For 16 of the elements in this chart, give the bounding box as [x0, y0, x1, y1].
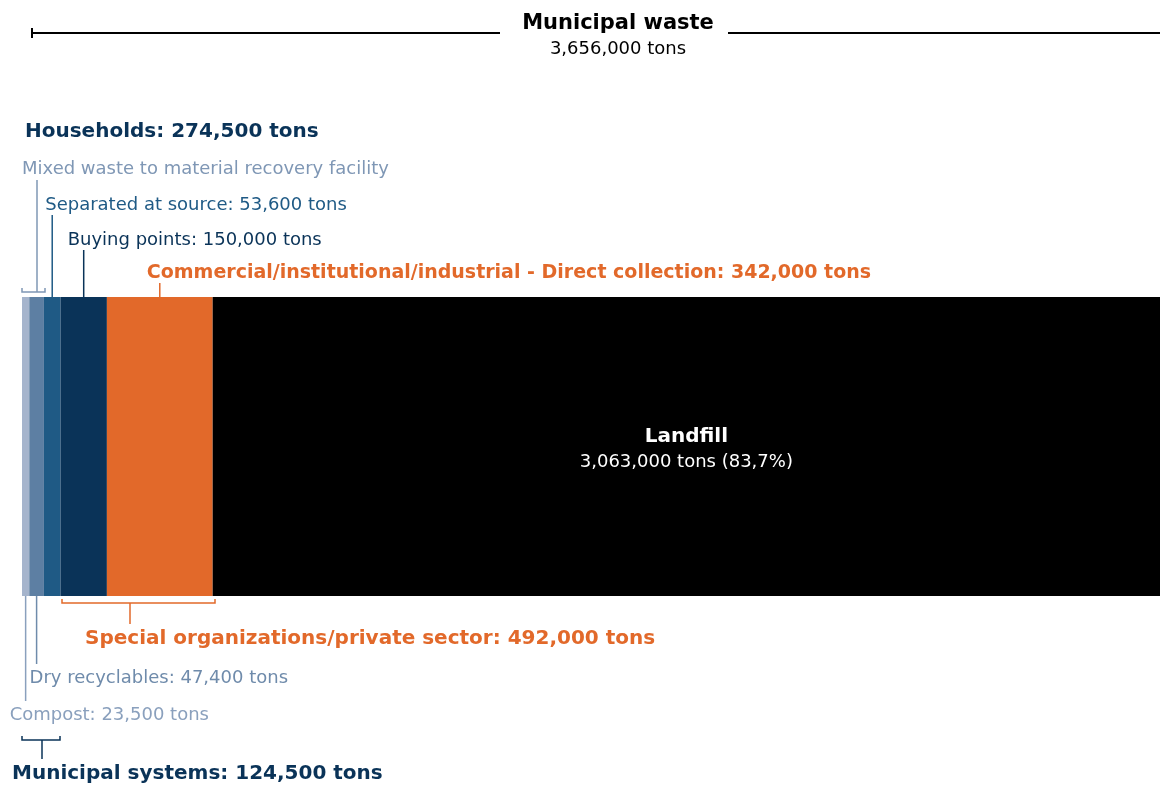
- text: Municipal systems: 124,500 tons: [12, 760, 383, 784]
- series-label: Landfill: [644, 422, 729, 447]
- data-label: Separated at source: 53,600 tons: [45, 192, 347, 214]
- data-label: Commercial/institutional/industrial - Direct collection: 342,000 tons: [146, 260, 872, 282]
- bar: [29, 297, 44, 596]
- chart-subtitle: 3,656,000 tons: [549, 36, 687, 58]
- data-label: 3,063,000 tons (83,7%): [579, 450, 793, 471]
- bar: [212, 297, 1160, 596]
- data-label: Compost: 23,500 tons: [9, 702, 209, 724]
- text: Special organizations/private sector: 492,000 tons: [85, 625, 656, 649]
- bar: [22, 297, 30, 596]
- text: Households: 274,500 tons: [25, 118, 319, 142]
- text: Mixed waste to material recovery facility: [22, 156, 390, 178]
- data-label: Dry recyclables: 47,400 tons: [29, 665, 289, 687]
- chart-title: Municipal waste: [522, 9, 714, 34]
- data-label: Buying points: 150,000 tons: [67, 227, 322, 249]
